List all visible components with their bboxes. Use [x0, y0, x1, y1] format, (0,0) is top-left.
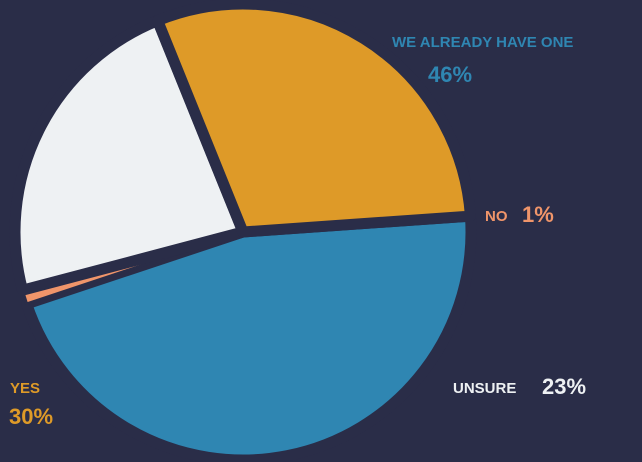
- value-no: 1%: [522, 202, 554, 227]
- slice-yes: [152, 0, 476, 238]
- label-we-already-have-one: WE ALREADY HAVE ONE: [392, 34, 574, 51]
- label-yes: YES: [10, 380, 41, 397]
- slice-we-already-have-one: [21, 210, 477, 462]
- value-we-already-have-one: 46%: [428, 62, 473, 87]
- slice-unsure: [9, 15, 249, 296]
- value-unsure: 23%: [542, 374, 587, 399]
- label-unsure: UNSURE: [453, 380, 517, 397]
- value-yes: 30%: [9, 404, 54, 429]
- label-no: NO: [485, 208, 508, 225]
